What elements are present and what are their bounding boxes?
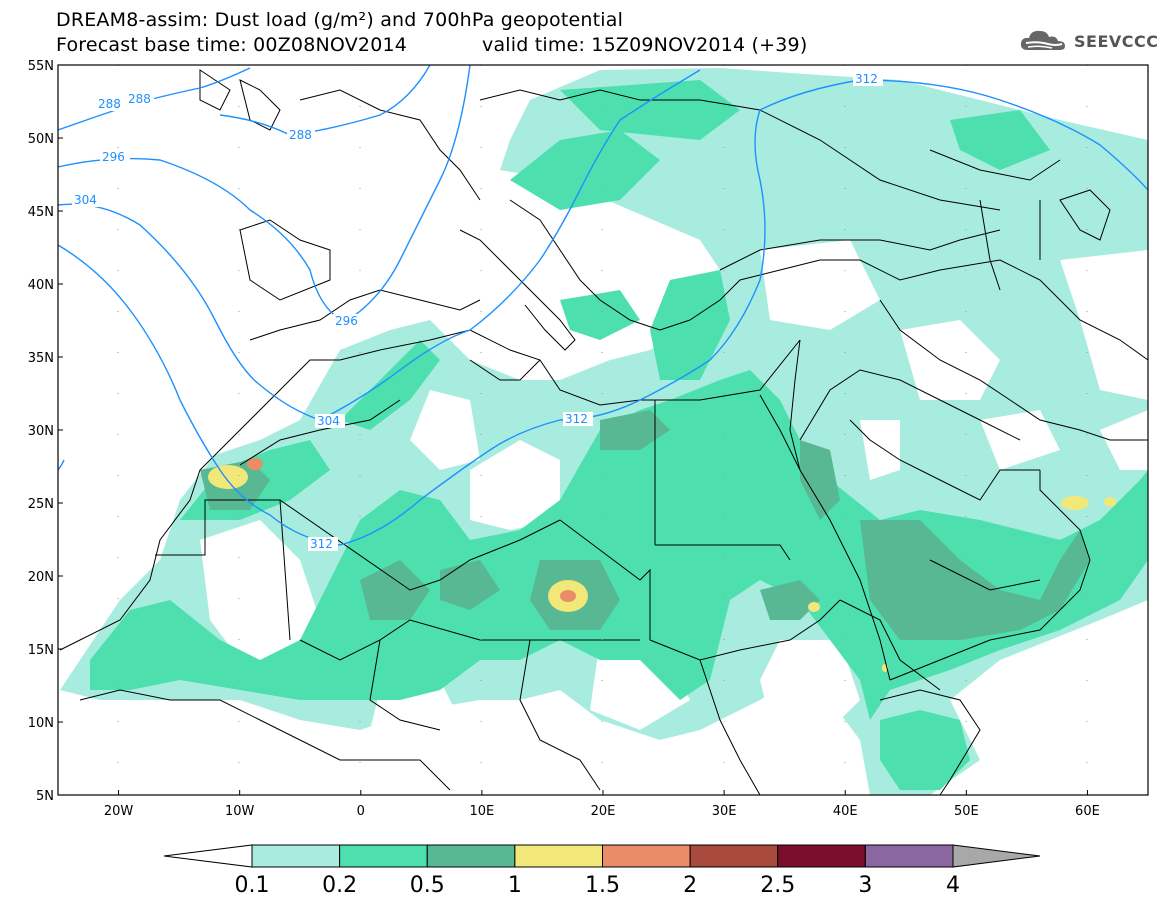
contour-label: 304 [74,193,97,207]
lon-tick-label: 20E [591,804,616,819]
geopotential-contours [58,65,1148,546]
lat-tick-label: 55N [28,59,54,74]
colorbar-level-label: 0.2 [322,873,357,898]
lon-tick-label: 40E [833,804,858,819]
colorbar-swatch [251,844,341,868]
colorbar-level-label: 3 [858,873,872,898]
lon-tick-label: 20W [104,804,134,819]
dust-clear-areas [60,90,1148,740]
lat-tick-label: 15N [28,643,54,658]
forecast-base-time: Forecast base time: 00Z08NOV2014 [56,34,408,56]
colorbar-level-label: 2.5 [760,873,795,898]
dust-layer-0.2 [90,80,1148,790]
contour-label: 312 [310,537,333,551]
colorbar-level-label: 0.1 [235,873,270,898]
lat-tick-label: 35N [28,351,54,366]
dust-layer-1.5 [247,458,576,602]
colorbar-min-arrow [163,844,253,868]
colorbar-swatch [864,844,954,868]
contour-label: 288 [128,92,151,106]
lon-tick-label: 10E [470,804,495,819]
colorbar-level-label: 1.5 [585,873,620,898]
map-title: DREAM8-assim: Dust load (g/m²) and 700hP… [56,9,624,31]
lon-tick-label: 10W [225,804,255,819]
colorbar-swatch [777,844,866,868]
colorbar-level-label: 4 [946,873,960,898]
lon-tick-label: 0 [357,804,365,819]
colorbar: 0.1 0.2 0.5 1 1.5 2 2.5 3 4 [163,844,1041,898]
colorbar-swatch [689,844,779,868]
lat-tick-label: 30N [28,424,54,439]
contour-label: 288 [98,97,121,111]
lat-tick-label: 25N [28,497,54,512]
contour-label: 296 [102,150,125,164]
lat-tick-label: 45N [28,205,54,220]
lat-tick-label: 10N [28,716,54,731]
latitude-axis: 55N 50N 45N 40N 35N 30N 25N 20N 15N 10N 5N [28,59,63,804]
colorbar-level-label: 0.5 [410,873,445,898]
colorbar-swatch [339,844,428,868]
longitude-axis: 20W 10W 0 10E 20E 30E 40E 50E 60E [104,790,1100,819]
lon-tick-label: 30E [712,804,737,819]
lat-tick-label: 5N [36,789,54,804]
lat-tick-label: 20N [28,570,54,585]
lon-tick-label: 50E [954,804,979,819]
colorbar-swatch [426,844,516,868]
contour-label: 288 [289,128,312,142]
coastlines [59,69,1148,795]
colorbar-level-label: 1 [508,873,522,898]
contour-label: 312 [855,72,878,86]
valid-time: valid time: 15Z09NOV2014 (+39) [482,34,808,56]
cloud-icon [1020,30,1065,50]
contour-labels: 288 288 288 296 304 296 304 312 312 312 [72,72,883,551]
colorbar-level-label: 2 [683,873,697,898]
contour-label: 304 [317,414,340,428]
colorbar-max-arrow [952,844,1041,868]
colorbar-swatch [602,844,691,868]
logo-text: SEEVCCC [1074,31,1159,51]
contour-label: 296 [335,314,358,328]
lat-tick-label: 40N [28,278,54,293]
seevccc-logo: SEEVCCC [1018,26,1159,56]
contour-label: 312 [565,412,588,426]
colorbar-swatch [514,844,603,868]
lat-tick-label: 50N [28,132,54,147]
lon-tick-label: 60E [1075,804,1100,819]
